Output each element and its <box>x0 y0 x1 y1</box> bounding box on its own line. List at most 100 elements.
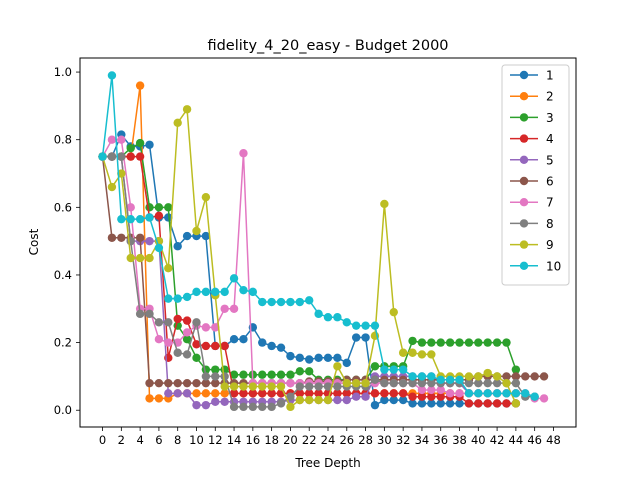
data-point <box>483 368 492 378</box>
legend-label: 7 <box>546 196 554 210</box>
legend-swatch-marker <box>519 113 529 122</box>
data-point <box>182 378 192 388</box>
data-point <box>370 400 380 410</box>
data-point <box>492 372 502 381</box>
data-point <box>436 338 445 347</box>
data-point <box>389 389 398 398</box>
data-point <box>295 367 305 376</box>
data-point <box>483 389 492 398</box>
data-point <box>417 399 427 408</box>
y-axis: 0.0 0.2 0.4 0.6 0.8 1.0 <box>54 65 80 417</box>
legend-label: 10 <box>546 259 561 273</box>
data-point <box>370 389 380 398</box>
series-9 <box>98 105 521 412</box>
data-point <box>276 370 286 379</box>
data-point <box>521 389 530 398</box>
legend-label: 8 <box>546 217 554 231</box>
data-point <box>492 399 502 408</box>
data-point <box>380 378 389 388</box>
data-point <box>502 399 511 408</box>
data-point <box>351 321 361 330</box>
data-point <box>192 353 201 363</box>
x-tick-label: 2 <box>118 433 125 447</box>
data-point <box>389 365 398 374</box>
data-point <box>417 392 427 401</box>
y-tick-label: 0.4 <box>54 268 72 282</box>
legend-label: 1 <box>546 69 554 83</box>
data-point <box>342 378 351 388</box>
data-point <box>276 343 286 352</box>
data-point <box>295 389 305 398</box>
data-point <box>154 243 164 253</box>
x-tick-label: 26 <box>339 433 354 447</box>
data-point <box>502 338 511 347</box>
data-point <box>464 338 474 347</box>
data-point <box>220 397 229 406</box>
data-point <box>211 389 220 398</box>
x-tick-label: 4 <box>136 433 143 447</box>
data-point <box>192 318 201 327</box>
data-point <box>267 389 276 398</box>
data-point <box>342 389 351 398</box>
data-point <box>135 152 145 161</box>
data-point <box>211 365 220 374</box>
data-point <box>211 372 220 381</box>
data-point <box>408 392 417 401</box>
data-point <box>305 355 314 364</box>
data-point <box>107 233 117 242</box>
data-point <box>154 335 164 344</box>
data-point <box>380 199 389 209</box>
data-point <box>502 378 511 388</box>
data-point <box>258 389 267 398</box>
data-point <box>201 323 211 332</box>
x-tick-label: 10 <box>189 433 204 447</box>
data-point <box>342 358 351 368</box>
data-point <box>464 389 474 398</box>
data-point <box>258 297 267 307</box>
data-point <box>351 378 361 388</box>
legend-swatch-marker <box>519 261 529 270</box>
legend-label: 6 <box>546 175 554 189</box>
data-point <box>164 389 173 398</box>
data-point <box>182 292 192 302</box>
legend-label: 9 <box>546 238 554 252</box>
data-point <box>258 402 267 412</box>
data-point <box>445 375 455 384</box>
data-point <box>417 350 427 359</box>
legend-swatch-marker <box>519 240 529 249</box>
data-point <box>502 372 511 381</box>
data-point <box>267 297 276 307</box>
legend-label: 2 <box>546 90 554 104</box>
x-tick-label: 20 <box>283 433 298 447</box>
data-point <box>445 338 455 347</box>
data-point <box>164 213 173 222</box>
data-point <box>380 365 389 374</box>
data-point <box>135 253 145 263</box>
data-point <box>521 372 530 381</box>
legend-item: 10 <box>510 259 561 273</box>
data-point <box>492 338 502 347</box>
data-point <box>351 392 361 401</box>
data-point <box>342 318 351 327</box>
x-tick-label: 18 <box>264 433 279 447</box>
y-tick-label: 0.8 <box>54 133 72 147</box>
data-point <box>370 362 380 371</box>
data-point <box>380 389 389 398</box>
data-point <box>295 382 305 391</box>
data-point <box>220 389 229 398</box>
data-point <box>126 253 135 263</box>
x-tick-label: 32 <box>396 433 411 447</box>
data-point <box>117 214 126 224</box>
legend-item: 6 <box>510 175 554 189</box>
legend-swatch-marker <box>519 92 529 101</box>
legend-label: 5 <box>546 153 554 167</box>
data-point <box>126 214 135 224</box>
data-point <box>361 321 370 330</box>
data-point <box>192 226 201 236</box>
data-point <box>483 338 492 347</box>
legend-box <box>501 64 570 286</box>
data-point <box>229 274 239 283</box>
data-point <box>323 313 333 322</box>
x-tick-label: 38 <box>452 433 467 447</box>
data-point <box>305 395 314 405</box>
